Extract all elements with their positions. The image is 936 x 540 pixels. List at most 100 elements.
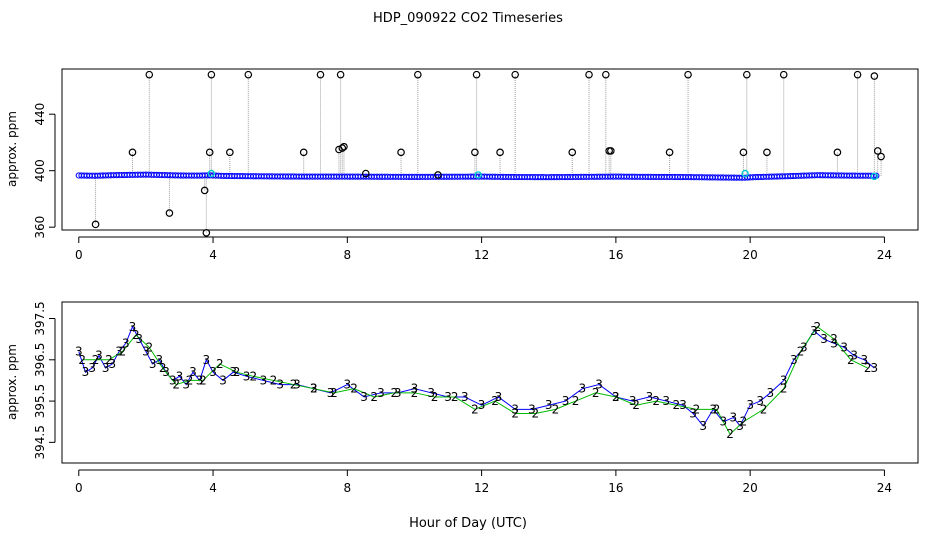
series-marker-green: 2 bbox=[451, 390, 459, 404]
outlier-point bbox=[244, 70, 253, 79]
cyan-point bbox=[207, 169, 216, 178]
series-marker-green: 2 bbox=[813, 320, 821, 334]
series-marker-blue: 3 bbox=[780, 373, 788, 387]
series-marker-blue: 3 bbox=[850, 349, 858, 363]
series-marker-blue: 3 bbox=[719, 415, 727, 429]
series-marker-green: 2 bbox=[652, 394, 660, 408]
top-x-tick-label: 12 bbox=[474, 248, 489, 262]
series-marker-green: 2 bbox=[250, 369, 258, 383]
outlier-point bbox=[207, 70, 216, 79]
outlier-point bbox=[226, 148, 234, 157]
series-marker-green: 2 bbox=[172, 378, 180, 392]
top-cyan-points bbox=[207, 169, 879, 181]
top-y-tick-label: 440 bbox=[33, 103, 47, 126]
series-marker-green: 2 bbox=[572, 394, 580, 408]
series-marker-blue: 3 bbox=[219, 373, 227, 387]
chart-title: HDP_090922 CO2 Timeseries bbox=[373, 11, 563, 26]
outlier-point bbox=[568, 148, 577, 157]
series-marker-green: 2 bbox=[740, 415, 748, 429]
series-marker-green: 2 bbox=[760, 402, 768, 416]
bottom-x-tick-label: 12 bbox=[474, 481, 489, 495]
series-marker-blue: 3 bbox=[102, 361, 110, 375]
series-marker-green: 2 bbox=[145, 340, 153, 354]
series-marker-blue: 3 bbox=[736, 419, 744, 433]
outlier-point bbox=[833, 148, 842, 157]
series-marker-blue: 3 bbox=[427, 386, 435, 400]
series-marker-green: 2 bbox=[233, 365, 241, 379]
series-marker-blue: 3 bbox=[860, 353, 868, 367]
series-marker-blue: 3 bbox=[820, 332, 828, 346]
series-marker-green: 2 bbox=[216, 357, 224, 371]
series-marker-green: 2 bbox=[310, 382, 318, 396]
series-marker-blue: 3 bbox=[189, 365, 197, 379]
series-marker-blue: 3 bbox=[730, 411, 738, 425]
outlier-point bbox=[338, 144, 347, 152]
bottom-y-tick-label: 396.5 bbox=[33, 343, 47, 377]
outlier-point bbox=[471, 148, 479, 157]
series-marker-green: 2 bbox=[119, 345, 127, 359]
bottom-x-tick-label: 8 bbox=[344, 481, 352, 495]
series-marker-green: 2 bbox=[78, 353, 86, 367]
series-marker-green: 2 bbox=[780, 382, 788, 396]
series-marker-blue: 3 bbox=[629, 394, 637, 408]
series-marker-blue: 3 bbox=[840, 340, 848, 354]
series-marker-green: 2 bbox=[511, 406, 519, 420]
bottom-x-tick-label: 0 bbox=[75, 481, 83, 495]
series-marker-blue: 3 bbox=[229, 365, 237, 379]
series-marker-blue: 3 bbox=[360, 390, 368, 404]
top-outlier-points bbox=[91, 70, 885, 237]
top-x-tick-label: 20 bbox=[743, 248, 758, 262]
top-x-tick-label: 4 bbox=[209, 248, 217, 262]
series-marker-green: 2 bbox=[290, 378, 298, 392]
bottom-series-lines bbox=[78, 325, 875, 435]
series-marker-green: 2 bbox=[431, 390, 439, 404]
series-marker-green: 2 bbox=[797, 345, 805, 359]
outlier-point bbox=[607, 147, 615, 155]
series-marker-blue: 3 bbox=[871, 361, 879, 375]
series-marker-green: 2 bbox=[92, 353, 100, 367]
outlier-point bbox=[873, 147, 882, 155]
series-marker-blue: 3 bbox=[260, 373, 268, 387]
bottom-x-tick-label: 16 bbox=[608, 481, 623, 495]
series-marker-green: 2 bbox=[612, 390, 620, 404]
outlier-point bbox=[205, 148, 214, 157]
series-marker-green: 2 bbox=[713, 402, 721, 416]
series-marker-blue: 3 bbox=[394, 386, 402, 400]
bottom-x-tick-label: 24 bbox=[877, 481, 892, 495]
series-marker-green: 2 bbox=[411, 386, 419, 400]
series-line-blue bbox=[78, 325, 875, 427]
series-marker-green: 2 bbox=[350, 382, 358, 396]
series-marker-green: 2 bbox=[186, 373, 194, 387]
outlier-point bbox=[739, 148, 748, 157]
bottom-y-tick-label: 394.5 bbox=[33, 425, 47, 459]
series-line-green bbox=[82, 326, 868, 435]
series-marker-blue: 3 bbox=[135, 332, 143, 346]
bottom-x-tick-label: 4 bbox=[209, 481, 217, 495]
series-marker-blue: 3 bbox=[182, 378, 190, 392]
cyan-point bbox=[741, 169, 749, 178]
top-y-tick-label: 360 bbox=[33, 216, 47, 239]
series-marker-blue: 3 bbox=[203, 353, 211, 367]
series-marker-blue: 3 bbox=[169, 373, 177, 387]
top-spikes bbox=[95, 74, 882, 233]
series-marker-green: 2 bbox=[864, 361, 872, 375]
series-marker-green: 2 bbox=[632, 398, 640, 412]
series-marker-blue: 3 bbox=[310, 382, 318, 396]
outlier-point bbox=[128, 148, 137, 157]
outlier-point bbox=[145, 70, 154, 79]
series-marker-blue: 3 bbox=[766, 386, 774, 400]
series-marker-blue: 3 bbox=[810, 324, 818, 338]
series-marker-blue: 3 bbox=[699, 419, 707, 433]
series-marker-green: 2 bbox=[672, 398, 680, 412]
series-marker-blue: 3 bbox=[478, 398, 486, 412]
series-marker-blue: 3 bbox=[709, 402, 717, 416]
series-marker-green: 2 bbox=[370, 390, 378, 404]
top-panel: approx. ppm 0 4 8 12 16 20 24 360 400 440 bbox=[5, 68, 919, 262]
top-axes: 0 4 8 12 16 20 24 360 400 440 bbox=[33, 103, 892, 262]
series-marker-blue: 3 bbox=[756, 394, 764, 408]
series-marker-green: 2 bbox=[693, 402, 701, 416]
series-marker-green: 2 bbox=[199, 373, 207, 387]
top-y-axis-label: approx. ppm bbox=[5, 111, 19, 187]
series-marker-blue: 3 bbox=[662, 394, 670, 408]
